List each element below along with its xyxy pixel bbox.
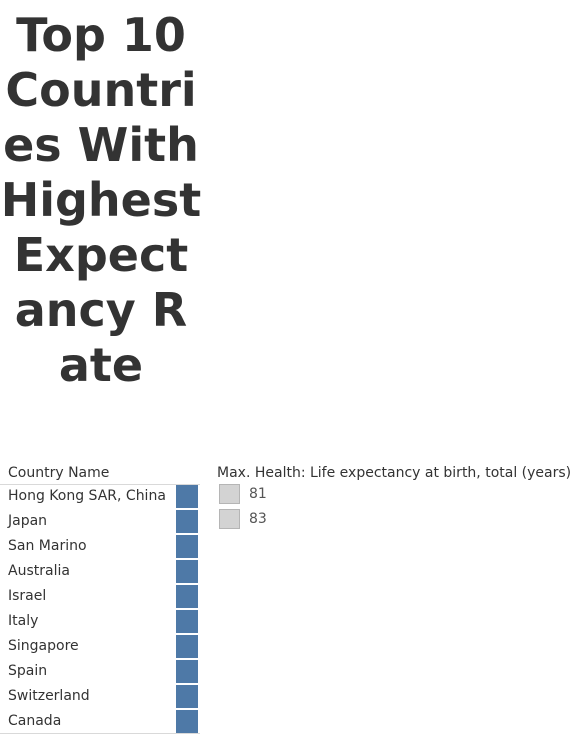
country-name-label: Hong Kong SAR, China [8, 488, 166, 504]
country-mark[interactable] [176, 510, 198, 533]
table-row[interactable]: Italy [0, 610, 200, 635]
legend-label: 81 [249, 486, 267, 502]
column-header-country-name[interactable]: Country Name [8, 465, 110, 481]
country-mark[interactable] [176, 585, 198, 608]
country-table: Hong Kong SAR, China Japan San Marino Austr… [0, 485, 200, 735]
country-name-label: Japan [8, 513, 48, 529]
legend-swatch [219, 484, 240, 504]
country-name-label: Israel [8, 588, 47, 604]
chart-title: Top 10 Countries With Highest Expectancy… [0, 8, 202, 392]
table-row[interactable]: Spain [0, 660, 200, 685]
country-mark[interactable] [176, 485, 198, 508]
table-row[interactable]: Switzerland [0, 685, 200, 710]
header-divider [0, 484, 200, 485]
country-mark[interactable] [176, 635, 198, 658]
country-name-label: Switzerland [8, 688, 90, 704]
country-mark[interactable] [176, 535, 198, 558]
country-name-label: Italy [8, 613, 39, 629]
table-bottom-divider [0, 733, 200, 734]
country-mark[interactable] [176, 610, 198, 633]
table-row[interactable]: Japan [0, 510, 200, 535]
table-row[interactable]: Australia [0, 560, 200, 585]
country-name-label: Spain [8, 663, 48, 679]
legend-swatch [219, 509, 240, 529]
table-row[interactable]: Israel [0, 585, 200, 610]
table-row[interactable]: Singapore [0, 635, 200, 660]
country-mark[interactable] [176, 685, 198, 708]
country-name-label: Singapore [8, 638, 79, 654]
legend-title: Max. Health: Life expectancy at birth, t… [217, 465, 572, 481]
country-mark[interactable] [176, 660, 198, 683]
country-mark[interactable] [176, 710, 198, 733]
country-name-label: Australia [8, 563, 70, 579]
country-mark[interactable] [176, 560, 198, 583]
table-row[interactable]: Canada [0, 710, 200, 735]
table-row[interactable]: Hong Kong SAR, China [0, 485, 200, 510]
country-name-label: San Marino [8, 538, 87, 554]
legend-label: 83 [249, 511, 267, 527]
table-row[interactable]: San Marino [0, 535, 200, 560]
country-name-label: Canada [8, 713, 62, 729]
